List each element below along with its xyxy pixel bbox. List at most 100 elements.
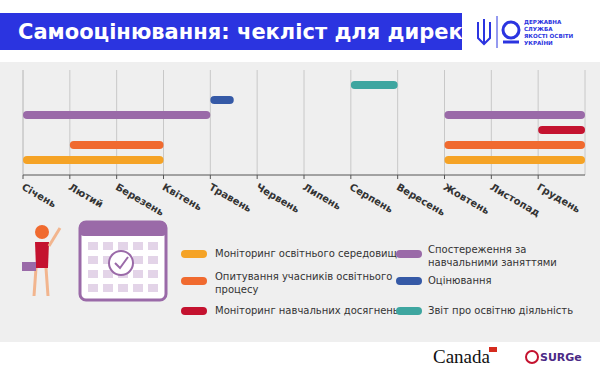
bar-segment [445,111,586,119]
legend-label-line: Звіт про освітню діяльність [428,305,573,316]
footer: Canada SURGe [433,346,582,367]
chart: Самооцінювання: чекліст для директораДЕР… [0,0,600,375]
legend-label-line: Оцінювання [428,275,492,286]
legend-label-line: Опитування учасників освітнього [215,271,392,282]
calendar-cell [133,270,143,278]
legend-label-line: навчальними заняттями [428,257,557,268]
legend-swatch [185,250,203,258]
illustration [22,222,166,300]
tick [538,175,539,179]
bar-segment [538,126,585,134]
calendar-cell [88,256,98,264]
tick [163,175,164,179]
calendar-cell [103,242,113,250]
tick-label: Липень [301,181,343,212]
tick-label: Серпень [348,181,395,215]
tick-label: Вересень [395,181,448,218]
flag [489,347,497,352]
tick [397,175,398,179]
bar-segment [23,111,210,119]
logo-text: СЛУЖБА [524,26,553,32]
logo-line [503,41,519,44]
person-head [35,225,49,239]
calendar-cell [133,284,143,292]
x-axis: Січень Лютий БерезеньКвітеньТравеньЧервень… [20,70,585,219]
calendar-cell [133,242,143,250]
grid-line [304,70,305,175]
calendar-cell [118,284,128,292]
tick [23,175,24,179]
legend-swatch [400,250,418,258]
tick-label: Січень [20,181,58,209]
person-legs [34,268,48,296]
chart-background [0,62,600,342]
logo-circle [503,22,519,38]
tick-label: Листопад [488,181,542,218]
legend-swatch [400,307,418,315]
footer-canada: Canada [433,346,491,367]
tick [350,175,351,179]
tick-label: Травень [207,181,253,214]
calendar-cell [103,284,113,292]
calendar-circle [109,251,133,275]
title: Самооцінювання: чекліст для директора [18,20,519,44]
grid-line [210,70,211,175]
legend-label: Моніторинг освітнього середовища [215,248,403,259]
tick-label: Грудень [535,181,582,215]
person-body [35,242,49,268]
calendar-cell [148,256,158,264]
person-arm [49,228,60,246]
legend-label: Моніторинг навчальних досягнень [215,305,399,316]
bar-segment [351,81,398,89]
calendar-cell [88,270,98,278]
grid-line [257,70,258,175]
axis-line [23,175,585,176]
calendar-header [80,222,166,236]
logo-text: УКРАЇНИ [524,39,553,46]
tick-label: Квітень [161,181,204,212]
tick-label: Березень [114,181,166,218]
calendar-cell [148,284,158,292]
bar-segment [445,141,586,149]
laptop [22,262,36,271]
tick [116,175,117,179]
legend-label: Опитування учасників освітнього процесу [215,271,392,295]
tick-label: Лютий [67,181,105,209]
tick [257,175,258,179]
logo-text: ЯКОСТІ ОСВІТИ [524,33,574,39]
bars [23,81,585,164]
legend-label-line: Моніторинг освітнього середовища [215,248,403,259]
tick-label: Жовтень [442,181,492,216]
legend-label: Звіт про освітню діяльність [428,305,573,316]
legend-label-line: Моніторинг навчальних досягнень [215,305,399,316]
footer-surge: SURGe [540,351,582,364]
tick-label: Червень [254,181,301,215]
legend-label-line: процесу [215,284,258,295]
calendar-cell [133,256,143,264]
legend-label: Оцінювання [428,275,492,286]
bar-segment [70,141,164,149]
bar-segment [23,156,164,164]
calendar [80,222,166,300]
legend-swatch [400,277,418,285]
bar-segment [210,96,233,104]
calendar-cell [88,284,98,292]
surge-icon [526,351,538,363]
legend: Моніторинг освітнього середовища Опитуван… [185,244,573,316]
logo-text: ДЕРЖАВНА [524,19,562,25]
calendar-cell [148,270,158,278]
legend-swatch [185,277,203,285]
tick [69,175,70,179]
logo: ДЕРЖАВНАСЛУЖБАЯКОСТІ ОСВІТИУКРАЇНИ [478,16,574,48]
legend-label-line: Спостереження за [428,244,527,255]
trident-icon [478,19,490,44]
background [0,0,600,375]
calendar-cell [88,242,98,250]
tick [304,175,305,179]
legend-swatch [185,307,203,315]
bar-segment [445,156,586,164]
logo-divider [497,16,498,48]
calendar-cell [118,242,128,250]
tick [210,175,211,179]
legend-label: Спостереження за навчальними заняттями [428,244,557,268]
